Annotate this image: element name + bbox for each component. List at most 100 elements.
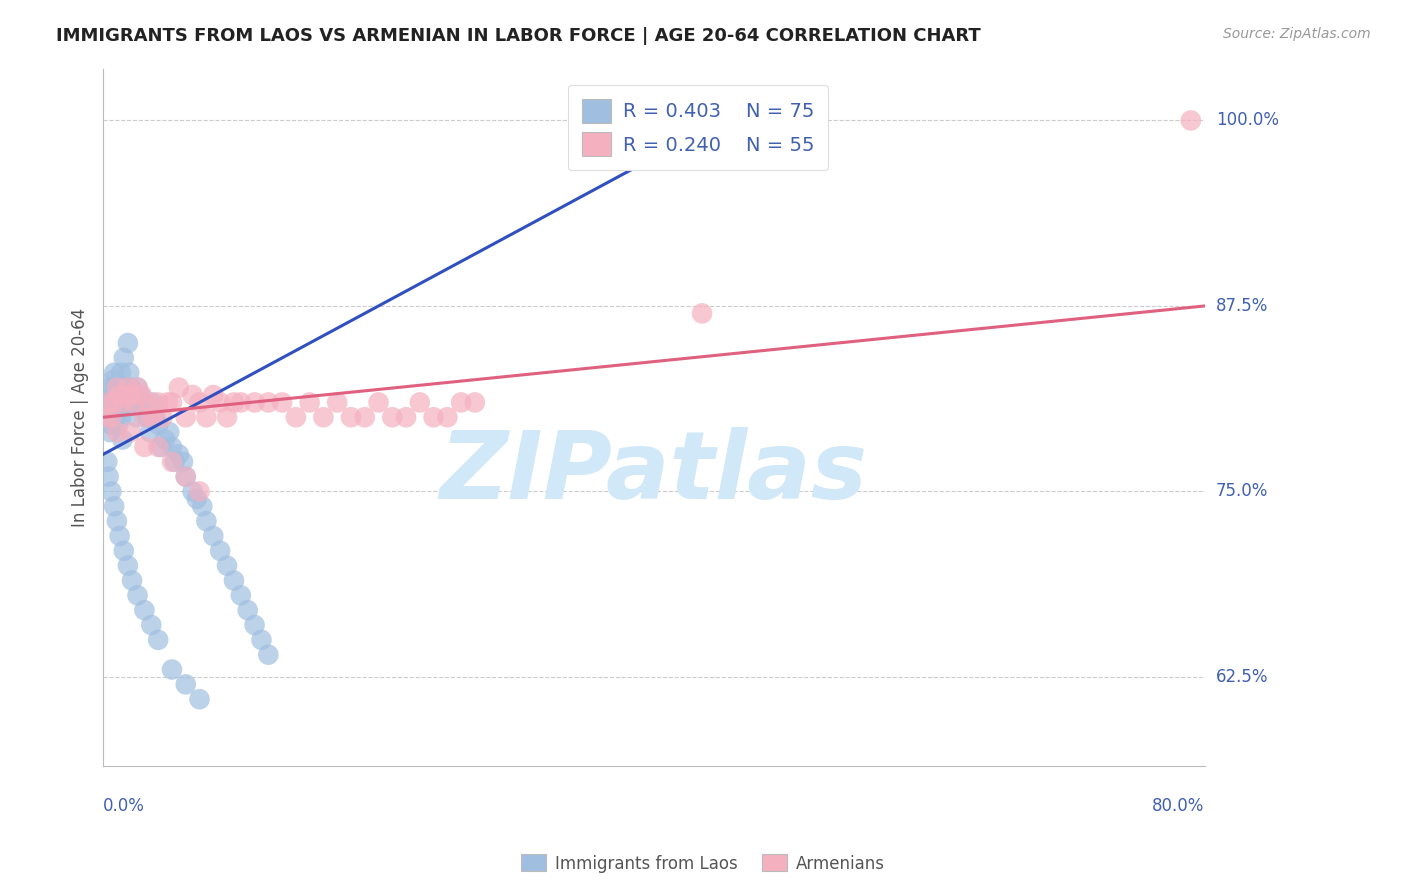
Point — [104, 381, 127, 395]
Point — [156, 395, 179, 409]
Point — [105, 381, 128, 395]
Point — [381, 410, 404, 425]
Point — [120, 381, 142, 395]
Text: 75.0%: 75.0% — [1216, 483, 1268, 500]
Point — [115, 395, 138, 409]
Point — [149, 440, 172, 454]
Point — [395, 410, 418, 425]
Point — [94, 410, 117, 425]
Point — [326, 395, 349, 409]
Point — [1180, 113, 1202, 128]
Text: 0.0%: 0.0% — [103, 797, 145, 814]
Point — [134, 395, 156, 409]
Point — [148, 417, 170, 432]
Point — [236, 603, 259, 617]
Point — [174, 469, 197, 483]
Y-axis label: In Labor Force | Age 20-64: In Labor Force | Age 20-64 — [72, 308, 89, 527]
Point — [105, 388, 128, 402]
Point — [97, 469, 120, 483]
Point — [690, 113, 713, 128]
Text: 80.0%: 80.0% — [1153, 797, 1205, 814]
Point — [142, 410, 165, 425]
Point — [174, 677, 197, 691]
Point — [150, 410, 173, 425]
Point — [222, 395, 245, 409]
Point — [257, 648, 280, 662]
Point — [117, 336, 139, 351]
Point — [464, 395, 486, 409]
Point — [141, 618, 163, 632]
Point — [181, 388, 204, 402]
Point — [97, 395, 120, 409]
Point — [148, 632, 170, 647]
Point — [257, 395, 280, 409]
Point — [127, 381, 149, 395]
Point — [97, 402, 120, 417]
Point — [188, 484, 211, 499]
Point — [112, 544, 135, 558]
Point — [284, 410, 307, 425]
Point — [160, 440, 183, 454]
Point — [118, 366, 141, 380]
Point — [122, 395, 145, 409]
Point — [96, 395, 118, 409]
Point — [195, 410, 218, 425]
Point — [367, 395, 389, 409]
Point — [243, 618, 266, 632]
Point — [148, 440, 170, 454]
Point — [112, 351, 135, 365]
Point — [117, 558, 139, 573]
Point — [191, 500, 214, 514]
Text: IMMIGRANTS FROM LAOS VS ARMENIAN IN LABOR FORCE | AGE 20-64 CORRELATION CHART: IMMIGRANTS FROM LAOS VS ARMENIAN IN LABO… — [56, 27, 981, 45]
Point — [167, 381, 190, 395]
Point — [138, 395, 160, 409]
Point — [222, 574, 245, 588]
Point — [108, 529, 131, 543]
Point — [120, 388, 142, 402]
Point — [142, 395, 165, 409]
Text: ZIPatlas: ZIPatlas — [440, 427, 868, 519]
Point — [94, 410, 117, 425]
Point — [125, 410, 148, 425]
Point — [174, 469, 197, 483]
Point — [298, 395, 321, 409]
Point — [136, 410, 159, 425]
Point — [172, 455, 194, 469]
Point — [101, 410, 124, 425]
Point — [122, 395, 145, 409]
Point — [134, 410, 156, 425]
Point — [188, 395, 211, 409]
Point — [160, 663, 183, 677]
Point — [163, 455, 186, 469]
Legend: R = 0.403    N = 75, R = 0.240    N = 55: R = 0.403 N = 75, R = 0.240 N = 55 — [568, 86, 828, 169]
Point — [195, 514, 218, 528]
Point — [690, 306, 713, 320]
Point — [108, 381, 131, 395]
Point — [188, 692, 211, 706]
Point — [110, 410, 132, 425]
Point — [105, 402, 128, 417]
Point — [229, 395, 252, 409]
Point — [174, 410, 197, 425]
Point — [121, 574, 143, 588]
Point — [98, 381, 121, 395]
Point — [111, 433, 134, 447]
Point — [120, 425, 142, 439]
Point — [202, 529, 225, 543]
Point — [229, 588, 252, 602]
Point — [100, 388, 122, 402]
Point — [186, 491, 208, 506]
Point — [153, 433, 176, 447]
Point — [167, 447, 190, 461]
Point — [160, 395, 183, 409]
Point — [215, 558, 238, 573]
Text: 100.0%: 100.0% — [1216, 112, 1278, 129]
Point — [105, 425, 128, 439]
Point — [422, 410, 444, 425]
Point — [271, 395, 294, 409]
Point — [112, 395, 135, 409]
Point — [101, 373, 124, 387]
Point — [114, 381, 136, 395]
Point — [250, 632, 273, 647]
Legend: Immigrants from Laos, Armenians: Immigrants from Laos, Armenians — [515, 847, 891, 880]
